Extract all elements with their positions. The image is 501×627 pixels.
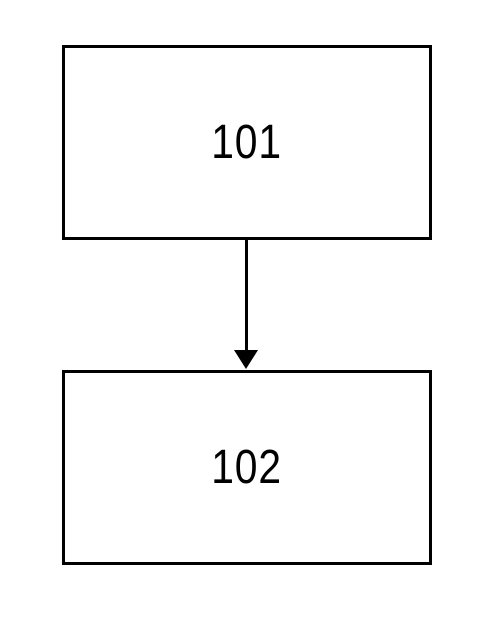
flowchart-node-102: 102 (62, 370, 432, 565)
flowchart-node-101: 101 (62, 45, 432, 240)
node-label: 102 (212, 440, 283, 495)
node-label: 101 (212, 115, 283, 170)
flowchart-diagram: 101 102 (0, 0, 501, 627)
edge-line (245, 240, 248, 350)
arrow-down-icon (234, 350, 258, 369)
